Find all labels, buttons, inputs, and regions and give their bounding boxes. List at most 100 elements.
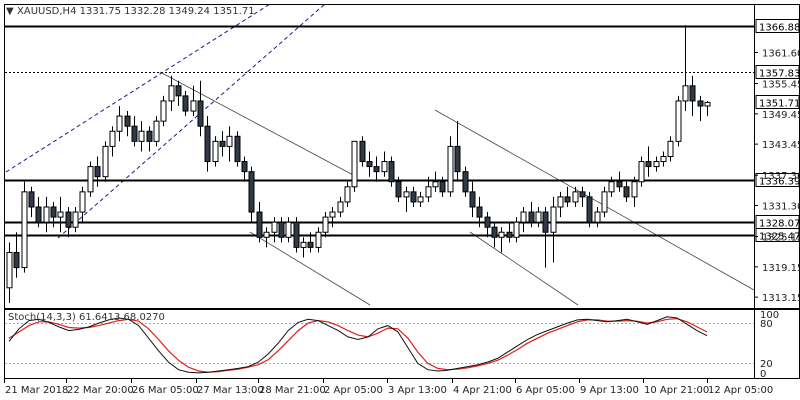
- price-axis: 1361.60 1355.45 1349.45 1343.45 1337.30 1331.…: [754, 48, 800, 304]
- level-label-0: 1366.88: [759, 23, 800, 34]
- candle-bearish: [462, 171, 469, 193]
- candle-bearish: [410, 191, 417, 203]
- candle-bearish: [94, 166, 101, 178]
- candle-bearish: [395, 181, 402, 198]
- candle-bullish: [432, 181, 439, 188]
- candle-bullish: [57, 211, 64, 218]
- time-tick-label: 10 Apr 21:00: [644, 385, 709, 396]
- time-tick-label: 21 Mar 2018: [5, 385, 68, 396]
- candle-bearish: [293, 221, 300, 248]
- collapse-arrow-icon[interactable]: ▼: [6, 6, 14, 17]
- candle-bullish: [653, 161, 660, 168]
- candle-bearish: [366, 161, 373, 168]
- candle-bullish: [682, 85, 689, 102]
- candle-bearish: [359, 140, 366, 163]
- time-tick-label: 9 Apr 13:00: [580, 385, 639, 396]
- candle-bearish: [373, 166, 380, 173]
- stoch-main-line: [8, 316, 708, 374]
- candle-bullish: [344, 186, 351, 203]
- candle-bullish: [550, 206, 557, 233]
- price-tick-label: 1313.15: [762, 293, 800, 304]
- candle-bearish: [204, 125, 211, 163]
- candle-bullish: [351, 140, 358, 188]
- price-tick-label: 1361.60: [762, 48, 800, 59]
- time-tick-label: 12 Apr 05:00: [708, 385, 773, 396]
- candle-bearish: [542, 211, 549, 233]
- candle-bearish: [197, 100, 204, 127]
- candle-bullish: [608, 181, 615, 193]
- candle-bullish: [315, 231, 322, 248]
- candlestick-series: [6, 25, 711, 303]
- level-label-box-4: [755, 228, 800, 242]
- candle-bearish: [248, 171, 255, 213]
- candle-bullish: [601, 191, 608, 213]
- candle-bearish: [616, 181, 623, 188]
- descending-channel-lower-line-1: [249, 231, 371, 306]
- candle-bearish: [234, 135, 241, 163]
- candle-bullish: [557, 196, 564, 208]
- stoch-scale-20: 20: [760, 359, 773, 370]
- candle-bullish: [535, 211, 542, 223]
- candle-bearish: [146, 130, 153, 142]
- candle-bullish: [337, 201, 344, 213]
- level-label-3: 1328.07: [759, 219, 800, 230]
- candle-bearish: [124, 115, 131, 127]
- stoch-scale-100: 100: [760, 310, 779, 321]
- time-tick-label: 4 Apr 21:00: [453, 385, 512, 396]
- candle-bearish: [65, 211, 72, 228]
- candle-bearish: [278, 221, 285, 238]
- candle-bearish: [219, 140, 226, 147]
- candle-bullish: [329, 211, 336, 218]
- candle-bearish: [439, 181, 446, 193]
- candle-bearish: [623, 186, 630, 198]
- candle-bullish: [138, 130, 145, 142]
- candle-bearish: [131, 125, 138, 142]
- horizontal-levels: 1366.88 1357.83 1336.39 1328.07 1325.47 1351.…: [5, 19, 800, 243]
- price-tick-label: 1325.15: [762, 233, 800, 244]
- level-label-box-2: [755, 173, 800, 187]
- descending-channel-lower-line-2: [469, 231, 579, 306]
- candle-bullish: [271, 221, 278, 233]
- level-label-4: 1325.47: [759, 232, 800, 243]
- candle-bearish: [564, 196, 571, 203]
- symbol-info: XAUUSD,H4 1331.75 1332.28 1349.24 1351.7…: [17, 6, 255, 17]
- candle-bullish: [263, 231, 270, 238]
- candle-bullish: [631, 181, 638, 198]
- current-price-label: 1351.71: [759, 99, 800, 110]
- candle-bearish: [689, 85, 696, 102]
- candle-bullish: [572, 191, 579, 203]
- level-label-box-0: [755, 19, 800, 33]
- level-label-box-1: [755, 65, 800, 79]
- candle-bullish: [285, 221, 292, 238]
- candle-bullish: [520, 211, 527, 223]
- time-tick-label: 3 Apr 13:00: [388, 385, 447, 396]
- candle-bullish: [87, 166, 94, 193]
- candle-bearish: [469, 191, 476, 208]
- price-tick-label: 1319.15: [762, 263, 800, 274]
- candle-bearish: [50, 206, 57, 218]
- candle-bearish: [307, 241, 314, 248]
- stochastic-oscillator: [8, 316, 708, 374]
- candle-bullish: [116, 115, 123, 132]
- candle-bearish: [586, 196, 593, 223]
- candle-bullish: [381, 161, 388, 173]
- stoch-scale-80: 80: [760, 319, 773, 330]
- candle-bullish: [43, 206, 50, 223]
- candle-bullish: [226, 135, 233, 147]
- candle-bearish: [579, 191, 586, 198]
- candle-bearish: [241, 161, 248, 173]
- candle-bullish: [403, 191, 410, 198]
- candle-bearish: [506, 231, 513, 238]
- time-tick-label: 28 Mar 21:00: [259, 385, 326, 396]
- candle-bearish: [182, 95, 189, 112]
- candle-bullish: [594, 211, 601, 223]
- level-label-1: 1357.83: [759, 69, 800, 80]
- candle-bearish: [256, 211, 263, 238]
- candle-bullish: [675, 100, 682, 142]
- candle-bullish: [160, 100, 167, 122]
- candle-bearish: [35, 206, 42, 223]
- candle-bullish: [417, 196, 424, 203]
- candle-bearish: [697, 100, 704, 107]
- price-tick-label: 1355.45: [762, 80, 800, 91]
